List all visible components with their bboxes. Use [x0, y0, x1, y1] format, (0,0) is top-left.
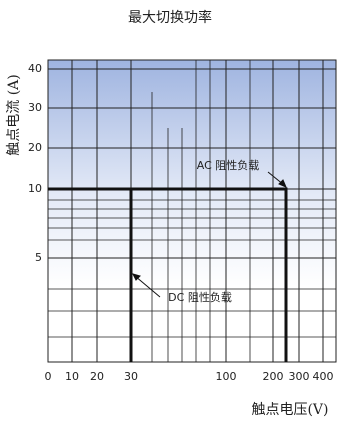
x-tick-label: 400: [313, 370, 334, 383]
x-tick-label: 100: [216, 370, 237, 383]
x-axis-label: 触点电压(V): [251, 402, 328, 418]
annotation: DC 阻性负载: [168, 290, 232, 304]
y-tick-label: 20: [28, 141, 42, 154]
x-tick-label: 20: [90, 370, 104, 383]
x-tick-label: 300: [289, 370, 310, 383]
annotation: AC 阻性负载: [197, 158, 260, 172]
y-axis-label: 触点电流 (A): [6, 74, 22, 155]
x-tick-label: 30: [124, 370, 138, 383]
annotation-arrows: [132, 171, 287, 298]
x-tick-label: 10: [65, 370, 79, 383]
plot-area: [48, 60, 336, 362]
minor-grid: [48, 60, 336, 362]
series-line: [48, 187, 288, 362]
x-tick-label: 200: [263, 370, 284, 383]
y-tick-label: 40: [28, 62, 42, 75]
y-tick-label: 30: [28, 101, 42, 114]
x-tick-label: 0: [45, 370, 52, 383]
chart-title: 最大切换功率: [128, 9, 212, 26]
y-tick-label: 10: [28, 182, 42, 195]
y-tick-label: 5: [35, 251, 42, 264]
